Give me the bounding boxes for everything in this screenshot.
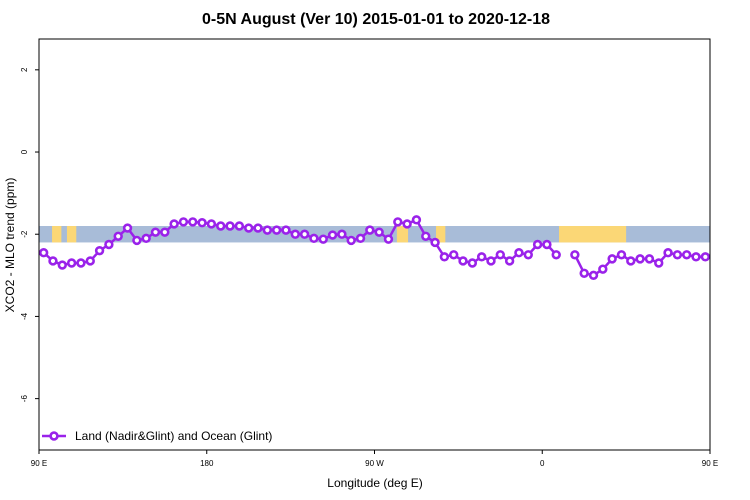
ocean-band xyxy=(39,226,710,243)
data-point xyxy=(113,231,123,241)
data-point xyxy=(383,234,394,244)
data-point xyxy=(178,217,189,227)
data-point xyxy=(551,250,561,260)
data-point xyxy=(635,254,645,264)
data-point xyxy=(94,245,105,256)
data-point xyxy=(132,235,142,246)
data-point xyxy=(411,215,422,225)
x-tick-label: 180 xyxy=(200,459,214,468)
plot-frame xyxy=(38,38,711,451)
data-point xyxy=(532,239,543,250)
y-tick-label: -2 xyxy=(20,230,29,238)
x-tick-label: 90 E xyxy=(702,459,718,468)
data-point xyxy=(318,234,328,244)
data-point xyxy=(504,256,515,266)
data-point xyxy=(607,254,617,264)
data-point xyxy=(290,229,300,239)
x-tick-label: 90 E xyxy=(31,459,47,468)
data-point xyxy=(271,225,282,235)
x-axis-label: Longitude (deg E) xyxy=(327,476,422,490)
data-point xyxy=(169,219,179,229)
data-point xyxy=(458,256,468,266)
data-point xyxy=(598,264,608,274)
data-point xyxy=(467,258,478,268)
data-point xyxy=(644,254,655,264)
land-band-segment xyxy=(396,226,409,243)
data-point xyxy=(700,252,711,262)
land-band-segment xyxy=(66,226,77,243)
data-point xyxy=(495,250,506,260)
data-point xyxy=(122,223,133,233)
data-point xyxy=(216,221,226,231)
data-point xyxy=(337,229,347,239)
data-point xyxy=(588,270,599,281)
data-point xyxy=(663,248,673,258)
data-point xyxy=(616,250,627,260)
data-point xyxy=(439,252,450,262)
x-tick-label: 90 W xyxy=(365,459,384,468)
data-point xyxy=(421,231,431,241)
data-point xyxy=(262,225,273,235)
data-point xyxy=(654,258,664,268)
legend-marker xyxy=(49,431,59,441)
data-point xyxy=(672,250,683,260)
background-band xyxy=(39,226,710,243)
data-point xyxy=(85,256,95,266)
data-point xyxy=(206,219,217,229)
data-point xyxy=(197,218,207,228)
data-point xyxy=(486,256,496,266)
data-point xyxy=(570,250,580,260)
data-point xyxy=(253,223,263,233)
data-point xyxy=(402,219,412,229)
data-point xyxy=(346,235,356,246)
series-layer xyxy=(38,215,711,281)
legend: Land (Nadir&Glint) and Ocean (Glint) xyxy=(42,429,272,443)
x-tick-label: 0 xyxy=(540,459,545,468)
y-tick-label: 2 xyxy=(20,67,29,72)
data-point xyxy=(48,256,58,266)
data-point xyxy=(355,233,366,244)
data-point xyxy=(281,225,291,235)
data-point xyxy=(691,252,701,262)
data-point xyxy=(542,239,552,250)
land-band-segment xyxy=(436,226,446,243)
data-point xyxy=(374,227,384,237)
data-point xyxy=(430,237,440,248)
data-point xyxy=(327,230,338,240)
y-tick-label: -4 xyxy=(20,312,29,320)
chart-title: 0-5N August (Ver 10) 2015-01-01 to 2020-… xyxy=(202,11,550,28)
data-point xyxy=(225,221,235,231)
x-axis: 90 E 180 90 W 0 90 E xyxy=(31,450,718,468)
data-point xyxy=(523,250,533,260)
data-point xyxy=(141,233,151,244)
data-point xyxy=(626,256,636,266)
data-point xyxy=(299,229,310,239)
data-point xyxy=(309,233,319,244)
data-point xyxy=(150,227,161,237)
data-point xyxy=(38,248,49,258)
data-point xyxy=(514,248,524,258)
data-point xyxy=(188,217,198,227)
data-point xyxy=(234,221,245,231)
data-point xyxy=(579,268,589,278)
land-band-segment xyxy=(559,226,627,243)
data-point xyxy=(449,250,459,260)
data-point xyxy=(393,217,403,227)
y-axis-label: XCO2 - MLO trend (ppm) xyxy=(3,178,17,313)
data-point xyxy=(66,258,77,268)
data-point xyxy=(682,250,692,260)
data-point xyxy=(104,239,114,250)
data-point xyxy=(76,258,86,268)
y-axis: 2 0 -2 -4 -6 xyxy=(20,67,39,402)
data-point xyxy=(160,227,170,237)
legend-label: Land (Nadir&Glint) and Ocean (Glint) xyxy=(75,429,272,443)
data-point xyxy=(476,252,487,262)
data-point xyxy=(243,223,254,233)
y-tick-label: -6 xyxy=(20,395,29,403)
y-tick-label: 0 xyxy=(20,149,29,154)
data-point xyxy=(365,225,375,235)
data-point xyxy=(57,260,67,270)
land-band-segment xyxy=(52,226,62,243)
